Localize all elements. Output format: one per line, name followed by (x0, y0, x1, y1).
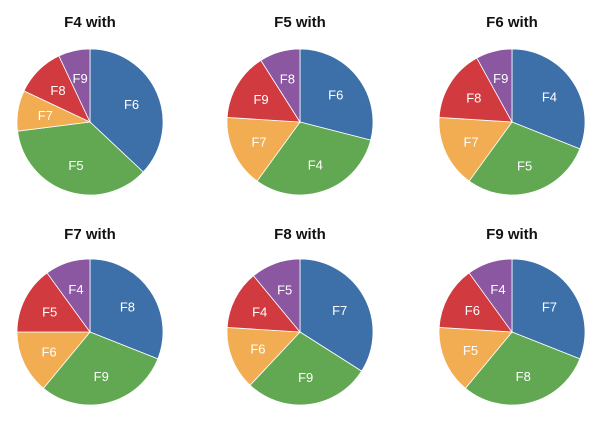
slice-label: F8 (466, 91, 481, 106)
pie-slice (226, 59, 301, 123)
pie-slice (252, 258, 301, 334)
pie-slice (511, 258, 586, 360)
chart-title: F7 with (64, 226, 116, 243)
chart-title: F8 with (274, 226, 326, 243)
chart-title: F5 with (274, 14, 326, 31)
pie-slice (249, 331, 363, 406)
slice-label: F7 (251, 134, 266, 149)
slice-label: F6 (328, 87, 343, 102)
slice-label: F9 (94, 369, 109, 384)
slice-label: F5 (517, 158, 532, 173)
pie-slice (299, 48, 374, 141)
slice-label: F6 (465, 303, 480, 318)
pie-slice (438, 272, 513, 333)
slice-label: F7 (463, 134, 478, 149)
chart-title: F9 with (486, 226, 538, 243)
slice-label: F7 (542, 300, 557, 315)
slice-label: F9 (73, 71, 88, 86)
pie-slice (46, 258, 91, 334)
slice-label: F5 (277, 282, 292, 297)
pie-chart: F6 F4 F7 F9 F8 (226, 48, 374, 196)
slice-label: F5 (42, 304, 57, 319)
pie-slice (464, 331, 581, 406)
slice-label: F4 (252, 304, 267, 319)
slice-label: F9 (298, 370, 313, 385)
slice-label: F8 (120, 300, 135, 315)
pie-slice (299, 258, 374, 372)
slice-label: F4 (308, 158, 323, 173)
slice-label: F8 (280, 72, 295, 87)
slice-label: F4 (542, 90, 557, 105)
pie-slice (438, 326, 513, 389)
pie-slice (260, 48, 301, 124)
pie-slice (89, 48, 164, 173)
pie-slice (468, 258, 513, 334)
pie-slice (438, 116, 513, 182)
pie-chart: F4 F5 F7 F8 F9 (438, 48, 586, 196)
pie-slice (42, 331, 159, 406)
slice-label: F5 (68, 158, 83, 173)
slice-label: F5 (463, 343, 478, 358)
pie-slice (476, 48, 513, 123)
slice-label: F6 (41, 344, 56, 359)
slice-label: F6 (124, 97, 139, 112)
slice-label: F7 (38, 108, 53, 123)
pie-slice (226, 116, 301, 182)
pie-slice (89, 258, 164, 360)
chart-title: F6 with (486, 14, 538, 31)
chart-title: F4 with (64, 14, 116, 31)
pie-slice (226, 275, 301, 333)
slice-label: F9 (253, 92, 268, 107)
pie-slice (438, 57, 513, 123)
slice-label: F6 (250, 342, 265, 357)
pie-slice (226, 326, 301, 386)
pie-chart: F8 F9 F6 F5 F4 (16, 258, 164, 406)
pie-slice (16, 331, 91, 389)
slice-label: F9 (493, 71, 508, 86)
pie-chart: F7 F8 F5 F6 F4 (438, 258, 586, 406)
slice-label: F4 (68, 282, 83, 297)
pie-slice (16, 272, 91, 333)
pie-slice (468, 121, 581, 196)
slice-label: F7 (332, 303, 347, 318)
pie-slice (17, 121, 144, 196)
pie-chart: F6 F5 F7 F8 F9 (16, 48, 164, 196)
slice-label: F8 (50, 83, 65, 98)
slice-label: F4 (490, 282, 505, 297)
pie-slice (256, 121, 372, 196)
pie-slice (511, 48, 586, 150)
pie-slice (58, 48, 91, 123)
pie-chart: F7 F9 F6 F4 F5 (226, 258, 374, 406)
slice-label: F8 (516, 369, 531, 384)
